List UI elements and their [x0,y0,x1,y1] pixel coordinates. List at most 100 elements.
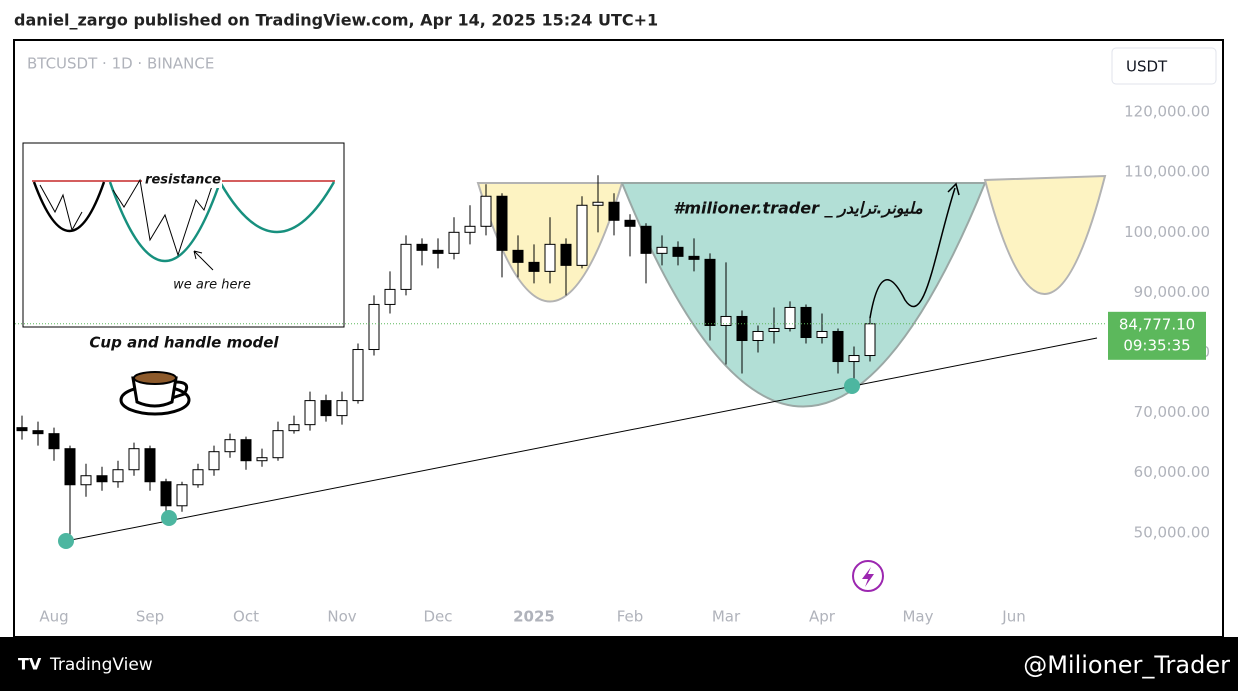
chart-frame [13,39,1224,638]
candle-body [256,457,268,462]
candle-body [688,255,700,260]
candle-body [208,451,220,471]
cup [131,376,178,408]
inset-arrow [193,250,214,271]
inset-zigzag [39,184,83,232]
candle-body [672,246,684,257]
inset: resistance we are here [22,142,345,328]
candle-body [96,475,108,483]
last-price-label: 84,777.10 [1119,315,1195,333]
candle-body [336,400,348,417]
x-tick-label: May [902,608,933,626]
candle-body [784,306,796,329]
candle-body [128,448,140,471]
inset-resistance: resistance [145,173,221,188]
candle-body [352,349,364,402]
tv-logo: TV [18,655,42,674]
inset-cup [108,181,222,262]
y-tick-label: 70,000.00 [1134,403,1210,421]
lightning-glyph [862,567,874,587]
y-tick-label: 60,000.00 [1134,463,1210,481]
candle-body [752,330,764,342]
candle-body [192,469,204,486]
candle-body [272,430,284,459]
candle-body [720,315,732,326]
candle-body [288,424,300,432]
candle-body [528,261,540,272]
header-title: daniel_zargo published on TradingView.co… [14,11,658,30]
trend-line [65,337,1098,542]
x-tick-label: Jun [1001,608,1025,626]
candle-body [608,201,620,221]
inset-cup [32,181,106,232]
x-tick-label: Dec [423,608,452,626]
candle-body [656,246,668,254]
y-tick-label: 90,000.00 [1134,283,1210,301]
candle-body [16,427,28,432]
x-tick-label: Nov [327,608,356,626]
y-tick-label: 50,000.00 [1134,523,1210,541]
currency-box[interactable] [1111,47,1217,85]
touch-point [58,533,74,549]
inset-pointer: we are here [173,278,251,293]
candle-body [480,195,492,227]
y-tick-label: 110,000.00 [1124,163,1210,181]
candle-body [576,204,588,266]
candle-body [544,243,556,272]
signature: #milioner.trader _ ملیونر.ترایدر [673,199,923,219]
candle-body [464,225,476,233]
candle-body [736,315,748,342]
candle-body [144,448,156,483]
candle-body [832,330,844,363]
candle-body [48,433,60,450]
coffee-icon [119,371,191,416]
model-title: Cup and handle model [89,334,279,352]
candle-body [224,439,236,453]
candle-body [624,219,636,227]
candles [16,175,876,536]
candle-body [864,323,876,357]
candle-body [432,249,444,254]
candle-body [176,484,188,507]
last-price-box [1108,311,1206,360]
footer-bar [0,637,1238,691]
candle-body [32,430,44,435]
candle-body [160,481,172,507]
candle-body [496,195,508,251]
coffee [133,371,177,385]
candle-body [448,231,460,254]
handle [171,380,189,400]
yellow-cup-future [983,174,1107,295]
inset-zigzag [112,178,213,257]
arrow-head [947,182,960,196]
footer-brand: TradingView [49,655,153,675]
candle-body [704,258,716,326]
inset-cup [218,181,336,234]
x-tick-label: 2025 [513,608,555,626]
y-tick-label: 120,000.00 [1124,103,1210,121]
candle-body [416,243,428,251]
label-bg [142,172,222,188]
candle-body [64,448,76,486]
x-tick-label: Oct [233,608,259,626]
symbol-title: BTCUSDT · 1D · BINANCE [27,55,214,73]
countdown-label: 09:35:35 [1123,336,1190,354]
candle-body [768,327,780,332]
candle-body [240,439,252,462]
candle-body [400,243,412,290]
candle-body [640,225,652,254]
touch-point [161,510,177,526]
candle-body [816,330,828,338]
candle-body [80,475,92,486]
candle-body [512,249,524,263]
x-tick-label: Mar [712,608,741,626]
touch-point [844,378,860,394]
candle-body [368,303,380,351]
x-tick-label: Sep [136,608,164,626]
candle-body [304,400,316,426]
x-tick-label: Feb [617,608,644,626]
candle-body [112,469,124,483]
x-tick-label: Aug [39,608,68,626]
